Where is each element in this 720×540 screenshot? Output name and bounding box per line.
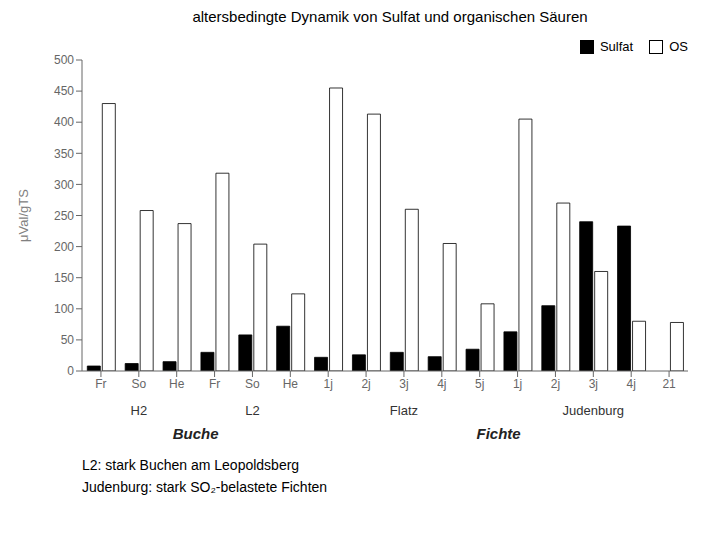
svg-text:250: 250 (54, 209, 74, 223)
html-text:OS: OS (669, 39, 688, 54)
svg-text:150: 150 (54, 271, 74, 285)
html-text:Judenburg: stark SO₂-belastete: Judenburg: stark SO₂-belastete Fichten (82, 479, 328, 495)
svg-text:2j: 2j (551, 377, 560, 391)
svg-text:Fr: Fr (95, 377, 106, 391)
svg-text:100: 100 (54, 302, 74, 316)
html-text:altersbedingte Dynamik von Sul: altersbedingte Dynamik von Sulfat und or… (192, 8, 588, 25)
svg-text:Fr: Fr (209, 377, 220, 391)
svg-text:350: 350 (54, 147, 74, 161)
svg-text:Buche: Buche (173, 425, 219, 442)
svg-text:21: 21 (662, 377, 676, 391)
svg-text:3j: 3j (399, 377, 408, 391)
svg-text:L2: L2 (245, 403, 259, 418)
svg-text:2j: 2j (361, 377, 370, 391)
html-text:L2: stark Buchen am Leopoldsbe: L2: stark Buchen am Leopoldsberg (82, 457, 300, 473)
html-text:Sulfat: Sulfat (600, 39, 634, 54)
svg-text:Fichte: Fichte (477, 425, 521, 442)
svg-text:Flatz: Flatz (390, 403, 418, 418)
svg-text:300: 300 (54, 178, 74, 192)
svg-text:450: 450 (54, 84, 74, 98)
svg-text:50: 50 (61, 333, 75, 347)
svg-text:3j: 3j (589, 377, 598, 391)
svg-text:He: He (283, 377, 299, 391)
svg-text:1j: 1j (324, 377, 333, 391)
svg-text:500: 500 (54, 53, 74, 67)
svg-text:200: 200 (54, 240, 74, 254)
svg-text:Judenburg: Judenburg (563, 403, 624, 418)
svg-text:5j: 5j (475, 377, 484, 391)
svg-text:1j: 1j (513, 377, 522, 391)
svg-text:So: So (131, 377, 146, 391)
svg-text:400: 400 (54, 115, 74, 129)
svg-text:4j: 4j (627, 377, 636, 391)
svg-text:He: He (169, 377, 185, 391)
svg-text:H2: H2 (131, 403, 148, 418)
svg-text:4j: 4j (437, 377, 446, 391)
svg-text:μVal/gTS: μVal/gTS (16, 189, 31, 242)
svg-text:0: 0 (67, 364, 74, 378)
svg-text:So: So (245, 377, 260, 391)
